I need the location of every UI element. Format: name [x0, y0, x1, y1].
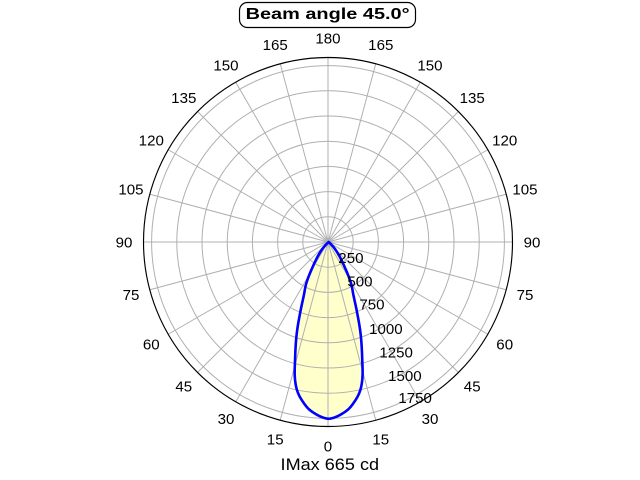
- svg-text:45: 45: [175, 380, 192, 396]
- svg-text:750: 750: [359, 298, 384, 314]
- svg-text:45: 45: [464, 380, 481, 396]
- svg-text:30: 30: [218, 412, 235, 428]
- svg-text:1500: 1500: [388, 369, 422, 385]
- svg-text:135: 135: [460, 91, 485, 107]
- svg-text:30: 30: [422, 412, 439, 428]
- svg-text:180: 180: [315, 31, 340, 47]
- svg-text:15: 15: [372, 432, 389, 448]
- svg-text:75: 75: [517, 288, 534, 304]
- svg-text:120: 120: [492, 133, 517, 149]
- svg-text:120: 120: [139, 133, 164, 149]
- svg-text:150: 150: [417, 59, 442, 75]
- svg-text:105: 105: [118, 183, 143, 199]
- svg-text:90: 90: [524, 235, 541, 251]
- svg-text:105: 105: [512, 183, 537, 199]
- svg-text:165: 165: [263, 38, 288, 54]
- svg-text:250: 250: [338, 251, 363, 267]
- svg-text:75: 75: [123, 288, 140, 304]
- svg-text:150: 150: [213, 59, 238, 75]
- svg-text:1250: 1250: [379, 346, 413, 362]
- svg-text:15: 15: [267, 432, 284, 448]
- svg-text:90: 90: [116, 235, 133, 251]
- svg-text:135: 135: [171, 91, 196, 107]
- svg-text:IMax 665 cd: IMax 665 cd: [281, 456, 380, 474]
- svg-text:60: 60: [143, 337, 160, 353]
- svg-text:1750: 1750: [398, 391, 432, 407]
- svg-text:500: 500: [347, 274, 372, 290]
- svg-text:0: 0: [324, 439, 332, 455]
- svg-text:Beam angle 45.0°: Beam angle 45.0°: [246, 6, 410, 23]
- svg-text:1000: 1000: [369, 322, 403, 338]
- svg-text:60: 60: [496, 337, 513, 353]
- svg-text:165: 165: [368, 38, 393, 54]
